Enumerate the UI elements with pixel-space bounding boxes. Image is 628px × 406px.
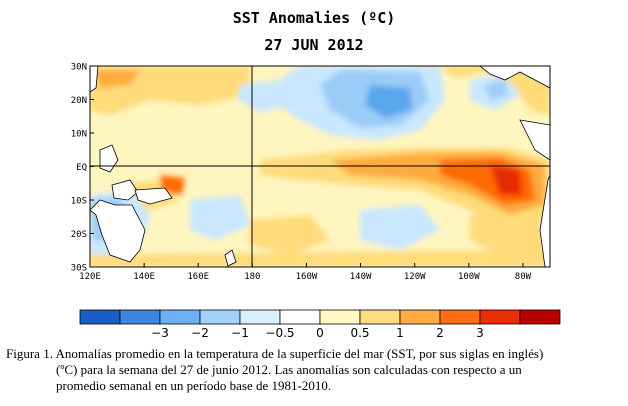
colorbar-tick-label: −3	[151, 326, 169, 340]
caption-line-1: Figura 1. Anomalías promedio en la tempe…	[6, 346, 544, 361]
colorbar-swatch	[399, 309, 441, 325]
colorbar-swatch	[519, 309, 561, 325]
lon-label: 100W	[458, 272, 480, 282]
colorbar-swatch	[239, 309, 281, 325]
latitude-labels: 30N 20N 10N EQ 10S 20S 30S	[71, 63, 94, 274]
map-title: SST Anomalies (ºC)	[232, 9, 396, 27]
figure-caption: Figura 1. Anomalías promedio en la tempe…	[6, 346, 622, 394]
map-date: 27 JUN 2012	[264, 36, 364, 54]
lat-label: 10S	[71, 197, 87, 207]
anomaly-field	[90, 66, 550, 267]
lat-label: 20S	[71, 230, 87, 240]
colorbar-swatch	[279, 309, 321, 325]
colorbar-swatch	[119, 309, 161, 325]
lat-label: EQ	[76, 163, 87, 173]
lat-label: 30N	[71, 63, 87, 73]
colorbar-swatch	[79, 309, 121, 325]
colorbar-swatch	[439, 309, 481, 325]
colorbar-tick-label: 1	[396, 326, 404, 340]
caption-line-2: (ºC) para la semana del 27 de junio 2012…	[56, 362, 522, 377]
colorbar-swatch	[359, 309, 401, 325]
lon-label: 140W	[350, 272, 372, 282]
colorbar-tick-label: 2	[436, 326, 444, 340]
lon-label: 120E	[79, 272, 101, 282]
lon-label: 160W	[296, 272, 318, 282]
lon-label: 160E	[187, 272, 209, 282]
colorbar-swatch	[479, 309, 521, 325]
lat-label: 30S	[71, 264, 87, 274]
colorbar-tick-label: −1	[231, 326, 249, 340]
colorbar	[79, 309, 561, 325]
land-masses	[90, 66, 550, 267]
colorbar-tick-label: 0.5	[350, 326, 369, 340]
colorbar-swatch	[159, 309, 201, 325]
lat-label: 20N	[71, 96, 87, 106]
colorbar-swatch	[199, 309, 241, 325]
lon-label: 120W	[404, 272, 426, 282]
lon-label: 80W	[515, 272, 532, 282]
longitude-labels: 120E 140E 160E 180 160W 140W 120W 100W 80W	[79, 263, 532, 282]
colorbar-tick-label: −0.5	[265, 326, 294, 340]
colorbar-swatch	[319, 309, 361, 325]
colorbar-tick-label: 3	[476, 326, 484, 340]
colorbar-tick-label: −2	[191, 326, 209, 340]
lat-label: 10N	[71, 130, 87, 140]
colorbar-tick-label: 0	[316, 326, 324, 340]
colorbar-tick-labels: −3 −2 −1 −0.5 0 0.5 1 2 3	[151, 326, 484, 340]
lon-label: 140E	[133, 272, 155, 282]
caption-line-3: promedio semanal en un período base de 1…	[56, 378, 332, 393]
lon-label: 180	[244, 272, 260, 282]
